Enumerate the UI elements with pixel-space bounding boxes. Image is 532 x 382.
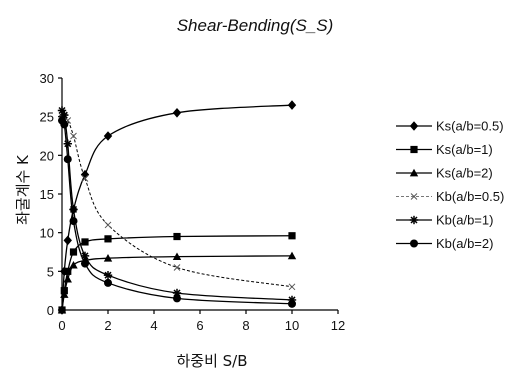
plot-area [57,100,297,315]
data-point [173,264,181,271]
legend-entry: Ks(a/b=1) [396,142,493,157]
x-tick-label: 0 [58,318,65,333]
data-point [288,232,296,240]
chart-title: Shear-Bending(S_S) [177,16,334,35]
series-line [61,110,293,301]
y-tick-label: 5 [47,264,54,279]
data-point [103,131,113,141]
x-tick-label: 6 [196,318,203,333]
data-point [69,217,78,226]
data-point [81,175,89,182]
legend-entry: Ks(a/b=0.5) [396,119,504,134]
data-point [57,305,67,314]
y-axis-label: 좌굴계수 K [14,154,32,225]
data-point [104,235,112,243]
data-point [81,238,89,246]
series-2 [57,251,297,314]
legend: Ks(a/b=0.5) Ks(a/b=1) Ks(a/b=2) Kb(a/b=0.5)… [396,119,504,251]
data-point [63,235,72,246]
y-tick-label: 20 [40,148,54,163]
data-point [173,232,181,241]
data-point [288,299,296,308]
y-tick-label: 30 [40,71,54,86]
legend-marker [410,145,418,154]
y-tick-label: 25 [40,110,54,125]
series-3 [58,109,296,291]
series-4 [57,106,297,305]
data-point [69,248,78,256]
legend-entry: Kb(a/b=2) [396,236,493,251]
data-point [64,267,72,275]
legend-marker [409,215,419,225]
legend-marker [410,239,418,248]
legend-marker [409,121,419,131]
legend-entry: Ks(a/b=2) [396,166,493,181]
y-tick-label: 10 [40,226,54,241]
legend-entry: Kb(a/b=1) [396,213,493,228]
legend-label: Kb(a/b=0.5) [436,189,504,204]
y-tick-label: 0 [47,303,54,318]
data-point [69,205,78,214]
series-line [61,104,293,311]
data-point [63,155,72,164]
y-tick-label: 15 [40,187,54,202]
data-point [104,221,112,229]
legend-marker [409,168,419,177]
legend-label: Kb(a/b=1) [436,213,493,228]
series-5 [58,116,296,308]
x-axis-label: 하중비 S/B [176,352,247,370]
data-point [103,253,113,262]
data-point [287,251,297,260]
legend-marker [410,193,418,200]
data-point [60,290,69,298]
legend-entry: Kb(a/b=0.5) [396,189,504,204]
data-point [70,132,77,140]
series-line [61,112,293,288]
data-point [60,120,69,129]
data-point [172,252,182,261]
data-point [81,259,89,268]
data-point [103,271,113,280]
x-tick-label: 12 [331,318,345,333]
x-tick-label: 2 [104,318,111,333]
x-tick-label: 4 [150,318,157,333]
x-tick-label: 10 [285,318,299,333]
data-point [69,260,78,269]
chart-axes [58,77,339,314]
tick-labels: 0 5 10 15 20 25 30 0 2 4 6 8 10 12 [40,71,346,333]
data-point [63,274,72,283]
legend-label: Ks(a/b=0.5) [436,119,504,134]
data-point [172,108,182,118]
data-point [104,278,112,287]
legend-label: Kb(a/b=2) [436,236,493,251]
x-tick-label: 8 [242,318,249,333]
data-point [173,294,181,303]
legend-label: Ks(a/b=2) [436,166,493,181]
legend-label: Ks(a/b=1) [436,142,493,157]
data-point [287,100,297,110]
series-0 [57,100,297,315]
data-point [288,283,296,291]
data-point [63,139,72,148]
